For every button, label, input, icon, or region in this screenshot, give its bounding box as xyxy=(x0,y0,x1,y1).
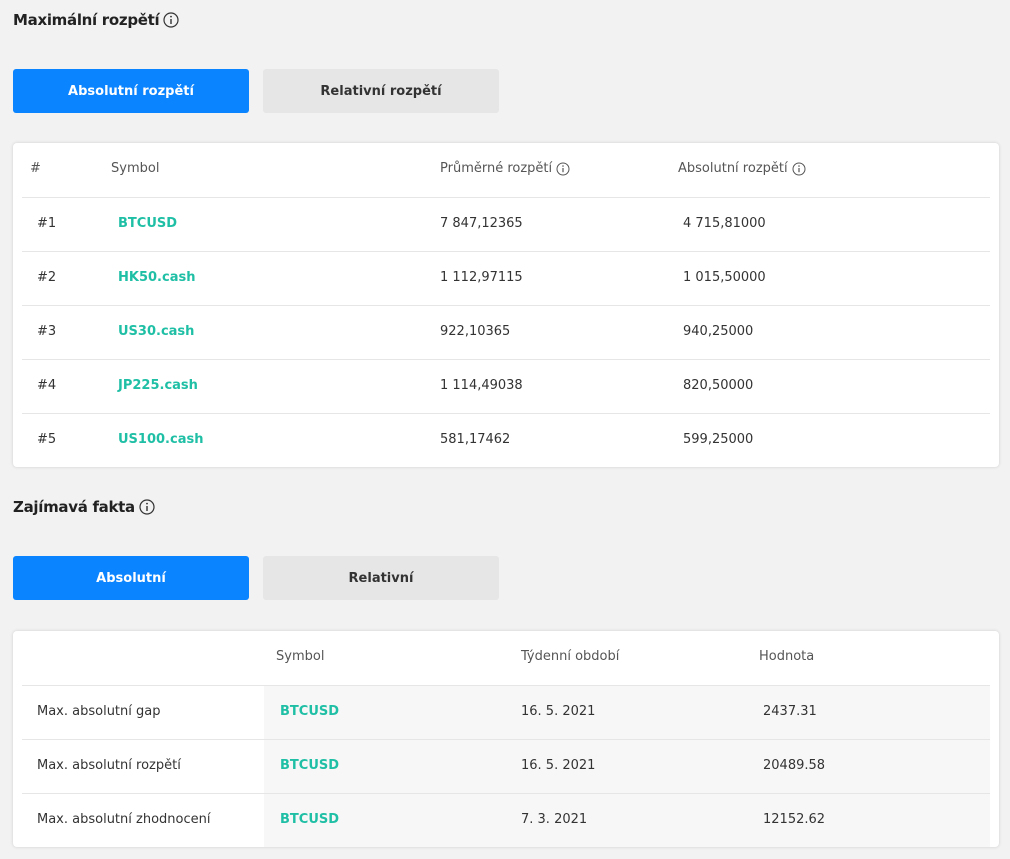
table-cell: #4 xyxy=(37,378,57,393)
tab[interactable]: Relativní rozpětí xyxy=(263,69,499,113)
section-title: Maximální rozpětí xyxy=(13,11,179,29)
table-cell: #3 xyxy=(37,324,57,339)
row-divider xyxy=(22,305,990,306)
table-cell: 7 847,12365 xyxy=(440,216,523,231)
header-text: Týdenní období xyxy=(521,649,620,664)
table-cell: 599,25000 xyxy=(683,432,754,447)
info-icon[interactable] xyxy=(556,162,570,176)
table-cell: 820,50000 xyxy=(683,378,754,393)
tab[interactable]: Absolutní xyxy=(13,556,249,600)
table-cell: 922,10365 xyxy=(440,324,511,339)
table-cell: 16. 5. 2021 xyxy=(521,704,596,719)
info-icon[interactable] xyxy=(792,162,806,176)
header-text: Symbol xyxy=(276,649,325,664)
table-cell: 4 715,81000 xyxy=(683,216,766,231)
table-cell: Max. absolutní zhodnocení xyxy=(37,812,211,827)
row-divider xyxy=(22,197,990,198)
row-divider xyxy=(22,685,990,686)
info-icon[interactable] xyxy=(163,12,179,28)
symbol-link[interactable]: BTCUSD xyxy=(280,812,340,827)
table-cell: Max. absolutní gap xyxy=(37,704,161,719)
table-cell: 20489.58 xyxy=(763,758,826,773)
table-cell: 1 112,97115 xyxy=(440,270,523,285)
header-text: Průměrné rozpětí xyxy=(440,161,553,176)
symbol-link[interactable]: BTCUSD xyxy=(118,216,178,231)
table-cell: #5 xyxy=(37,432,57,447)
tab[interactable]: Absolutní rozpětí xyxy=(13,69,249,113)
title-text: Zajímavá fakta xyxy=(13,498,135,516)
symbol-link[interactable]: US30.cash xyxy=(118,324,195,339)
table-cell: 16. 5. 2021 xyxy=(521,758,596,773)
title-text: Maximální rozpětí xyxy=(13,11,160,29)
header-text: Absolutní rozpětí xyxy=(678,161,788,176)
header-text: Hodnota xyxy=(759,649,815,664)
table-cell: 7. 3. 2021 xyxy=(521,812,588,827)
row-divider xyxy=(22,251,990,252)
table-card: # Symbol Průměrné rozpětí Absolutní rozpětí… xyxy=(13,143,999,467)
symbol-link[interactable]: JP225.cash xyxy=(118,378,198,393)
column-header: Hodnota xyxy=(759,649,814,664)
row-shade xyxy=(264,740,990,793)
table-cell: Max. absolutní rozpětí xyxy=(37,758,181,773)
row-shade xyxy=(264,794,990,847)
table-cell: 1 015,50000 xyxy=(683,270,766,285)
column-header: Symbol xyxy=(276,649,324,664)
row-shade xyxy=(264,686,990,739)
row-divider xyxy=(22,793,990,794)
table-cell: 581,17462 xyxy=(440,432,511,447)
row-divider xyxy=(22,413,990,414)
symbol-link[interactable]: BTCUSD xyxy=(280,704,340,719)
info-icon[interactable] xyxy=(139,499,155,515)
section-title: Zajímavá fakta xyxy=(13,498,155,516)
table-card: Symbol Týdenní období Hodnota Max. absolutn… xyxy=(13,631,999,847)
column-header: Průměrné rozpětí xyxy=(440,161,570,176)
column-header: Týdenní období xyxy=(521,649,619,664)
symbol-link[interactable]: US100.cash xyxy=(118,432,204,447)
table-cell: 12152.62 xyxy=(763,812,826,827)
column-header: # xyxy=(30,161,41,176)
header-text: Symbol xyxy=(111,161,160,176)
row-divider xyxy=(22,739,990,740)
table-cell: 2437.31 xyxy=(763,704,817,719)
column-header: Symbol xyxy=(111,161,159,176)
header-text: # xyxy=(30,161,41,176)
table-cell: 940,25000 xyxy=(683,324,754,339)
row-divider xyxy=(22,359,990,360)
table-cell: #2 xyxy=(37,270,57,285)
column-header: Absolutní rozpětí xyxy=(678,161,806,176)
table-cell: #1 xyxy=(37,216,57,231)
symbol-link[interactable]: BTCUSD xyxy=(280,758,340,773)
tab[interactable]: Relativní xyxy=(263,556,499,600)
symbol-link[interactable]: HK50.cash xyxy=(118,270,196,285)
table-cell: 1 114,49038 xyxy=(440,378,523,393)
